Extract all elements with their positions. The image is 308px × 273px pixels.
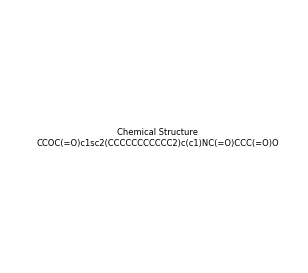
Text: Chemical Structure
CCOC(=O)c1sc2(CCCCCCCCCCC2)c(c1)NC(=O)CCC(=O)O: Chemical Structure CCOC(=O)c1sc2(CCCCCCC…	[37, 128, 279, 148]
